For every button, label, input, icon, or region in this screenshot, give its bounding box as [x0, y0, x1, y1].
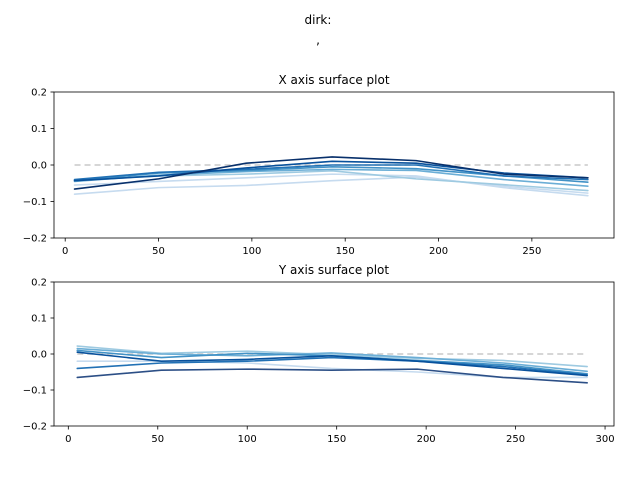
x-tick-label: 50	[152, 246, 165, 257]
x-tick-label: 0	[65, 434, 71, 445]
y-tick-label: 0.1	[31, 124, 47, 135]
y-tick-label: 0.2	[31, 278, 47, 289]
series-line-3	[76, 347, 588, 373]
y-tick-label: 0.0	[31, 161, 47, 172]
y-tick-label: −0.1	[23, 386, 47, 397]
x-tick-label: 50	[151, 434, 164, 445]
series-line-6	[76, 351, 588, 377]
plot-area	[76, 345, 588, 384]
y-tick-label: 0.0	[31, 350, 47, 361]
series-line-7	[76, 368, 588, 384]
y-tick-label: −0.1	[23, 197, 47, 208]
subplot-title: Y axis surface plot	[278, 263, 389, 277]
y-tick-label: 0.2	[31, 88, 47, 99]
series-line-6	[73, 164, 589, 181]
x-tick-label: 100	[242, 246, 261, 257]
series-line-8	[73, 156, 589, 190]
series-line-5	[76, 356, 588, 376]
y-tick-label: −0.2	[23, 234, 47, 245]
suptitle-line-1: dirk:	[305, 13, 332, 27]
series-line-2	[73, 173, 589, 197]
series-line-1	[73, 176, 589, 195]
y-tick-label: −0.2	[23, 422, 47, 433]
x-tick-label: 300	[596, 434, 615, 445]
series-line-7	[73, 160, 589, 182]
x-tick-label: 150	[327, 434, 346, 445]
x-tick-label: 200	[429, 246, 448, 257]
subplot-2: Y axis surface plot 0 50 100 150 200 250 300 −0.…	[23, 263, 615, 445]
x-tick-label: 0	[62, 246, 68, 257]
plot-area	[73, 156, 589, 197]
x-tick-label: 150	[336, 246, 355, 257]
subplot-title: X axis surface plot	[278, 73, 389, 87]
series-line-4	[73, 168, 589, 187]
subplot-1: X axis surface plot 0 50 100 150 200 250 −0.2 −0…	[23, 73, 615, 257]
x-tick-label: 250	[522, 246, 541, 257]
y-tick-label: 0.1	[31, 314, 47, 325]
x-tick-label: 250	[506, 434, 525, 445]
x-tick-label: 200	[417, 434, 436, 445]
suptitle-line-2: ,	[316, 33, 320, 47]
x-tick-label: 100	[238, 434, 257, 445]
